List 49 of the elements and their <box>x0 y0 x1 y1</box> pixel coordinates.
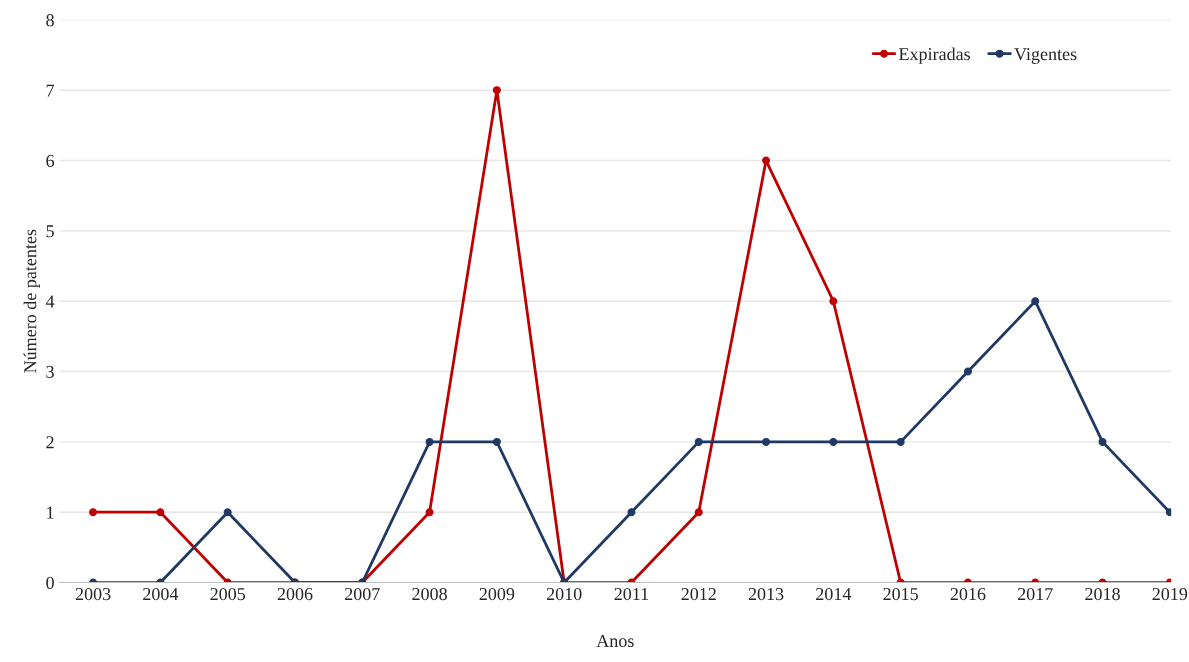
x-tick-label: 2019 <box>1152 587 1188 601</box>
point <box>89 508 98 517</box>
y-tick-label: 7 <box>46 84 55 97</box>
x-tick-label: 2011 <box>614 587 649 601</box>
x-tick-label: 2006 <box>277 587 313 601</box>
x-tick-label: 2015 <box>883 587 918 601</box>
x-tick-label: 2007 <box>345 587 380 601</box>
point <box>627 508 636 517</box>
point <box>156 508 165 517</box>
y-tick-label: 8 <box>46 14 54 27</box>
x-tick-label: 2013 <box>748 587 784 601</box>
y-tick-label: 3 <box>46 365 54 378</box>
point <box>223 508 232 517</box>
y-tick-label: 5 <box>46 225 54 238</box>
x-tick-label: 2016 <box>950 587 986 601</box>
point <box>829 297 838 306</box>
x-tick-label: 2017 <box>1017 587 1053 601</box>
x-tick-label: 2010 <box>546 587 582 601</box>
x-tick-label: 2005 <box>210 587 246 601</box>
y-tick-label: 1 <box>47 506 54 519</box>
point <box>896 437 905 446</box>
y-tick-label: 6 <box>46 154 55 167</box>
point <box>1098 437 1107 446</box>
x-tick-label: 2012 <box>681 587 716 601</box>
point <box>425 437 434 446</box>
x-tick-label: 2009 <box>479 587 515 601</box>
point <box>762 156 771 165</box>
legend-label: Vigentes <box>1014 48 1077 64</box>
point <box>1165 508 1172 517</box>
point <box>829 437 838 446</box>
x-tick-label: 2014 <box>816 587 852 601</box>
point <box>762 437 771 446</box>
y-tick-label: 0 <box>46 576 54 589</box>
x-axis-title: Anos <box>596 634 634 648</box>
y-axis-title: Número de patentes <box>23 229 41 373</box>
x-tick-label: 2018 <box>1085 587 1120 601</box>
y-tick-label: 4 <box>45 295 55 308</box>
x-tick-label: 2004 <box>143 587 179 601</box>
x-tick-label: 2003 <box>75 587 111 601</box>
point <box>492 86 501 95</box>
y-tick-label: 2 <box>46 436 54 449</box>
point <box>492 437 501 446</box>
legend-label: Expiradas <box>898 47 971 64</box>
point <box>1031 297 1040 306</box>
point <box>425 508 434 517</box>
point <box>694 508 703 517</box>
point <box>963 367 972 376</box>
point <box>694 437 703 446</box>
x-tick-label: 2008 <box>412 587 447 601</box>
